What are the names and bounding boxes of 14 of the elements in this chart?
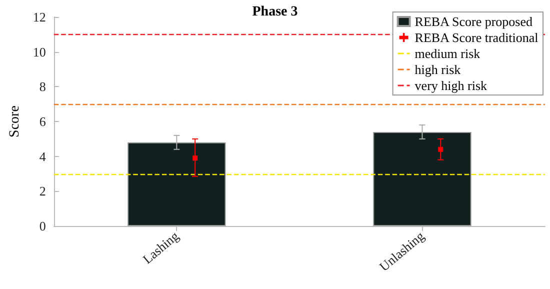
legend-label: REBA Score traditional [414, 30, 539, 45]
y-tick-label: 2 [39, 184, 46, 199]
legend-label: medium risk [414, 46, 481, 61]
y-tick-label: 10 [32, 44, 46, 60]
legend-label: very high risk [414, 78, 488, 93]
chart-title: Phase 3 [252, 4, 298, 20]
legend-label: high risk [414, 62, 462, 77]
y-tick-label: 12 [32, 10, 46, 24]
y-tick-label: 8 [39, 79, 46, 94]
y-axis-title: Score [8, 106, 22, 138]
y-tick-label: 6 [39, 114, 46, 129]
legend-label: REBA Score proposed [414, 14, 534, 29]
y-tick-label: 0 [39, 218, 46, 234]
y-tick-label: 4 [39, 148, 46, 164]
